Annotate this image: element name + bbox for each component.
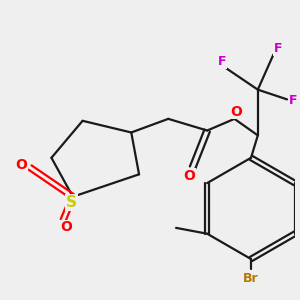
Text: F: F xyxy=(218,55,226,68)
Text: O: O xyxy=(230,105,242,118)
Text: Br: Br xyxy=(243,272,259,285)
Text: O: O xyxy=(184,169,196,183)
Text: F: F xyxy=(274,42,282,55)
Text: F: F xyxy=(289,94,298,107)
Text: O: O xyxy=(60,220,72,234)
Text: S: S xyxy=(66,195,77,210)
Text: O: O xyxy=(15,158,27,172)
